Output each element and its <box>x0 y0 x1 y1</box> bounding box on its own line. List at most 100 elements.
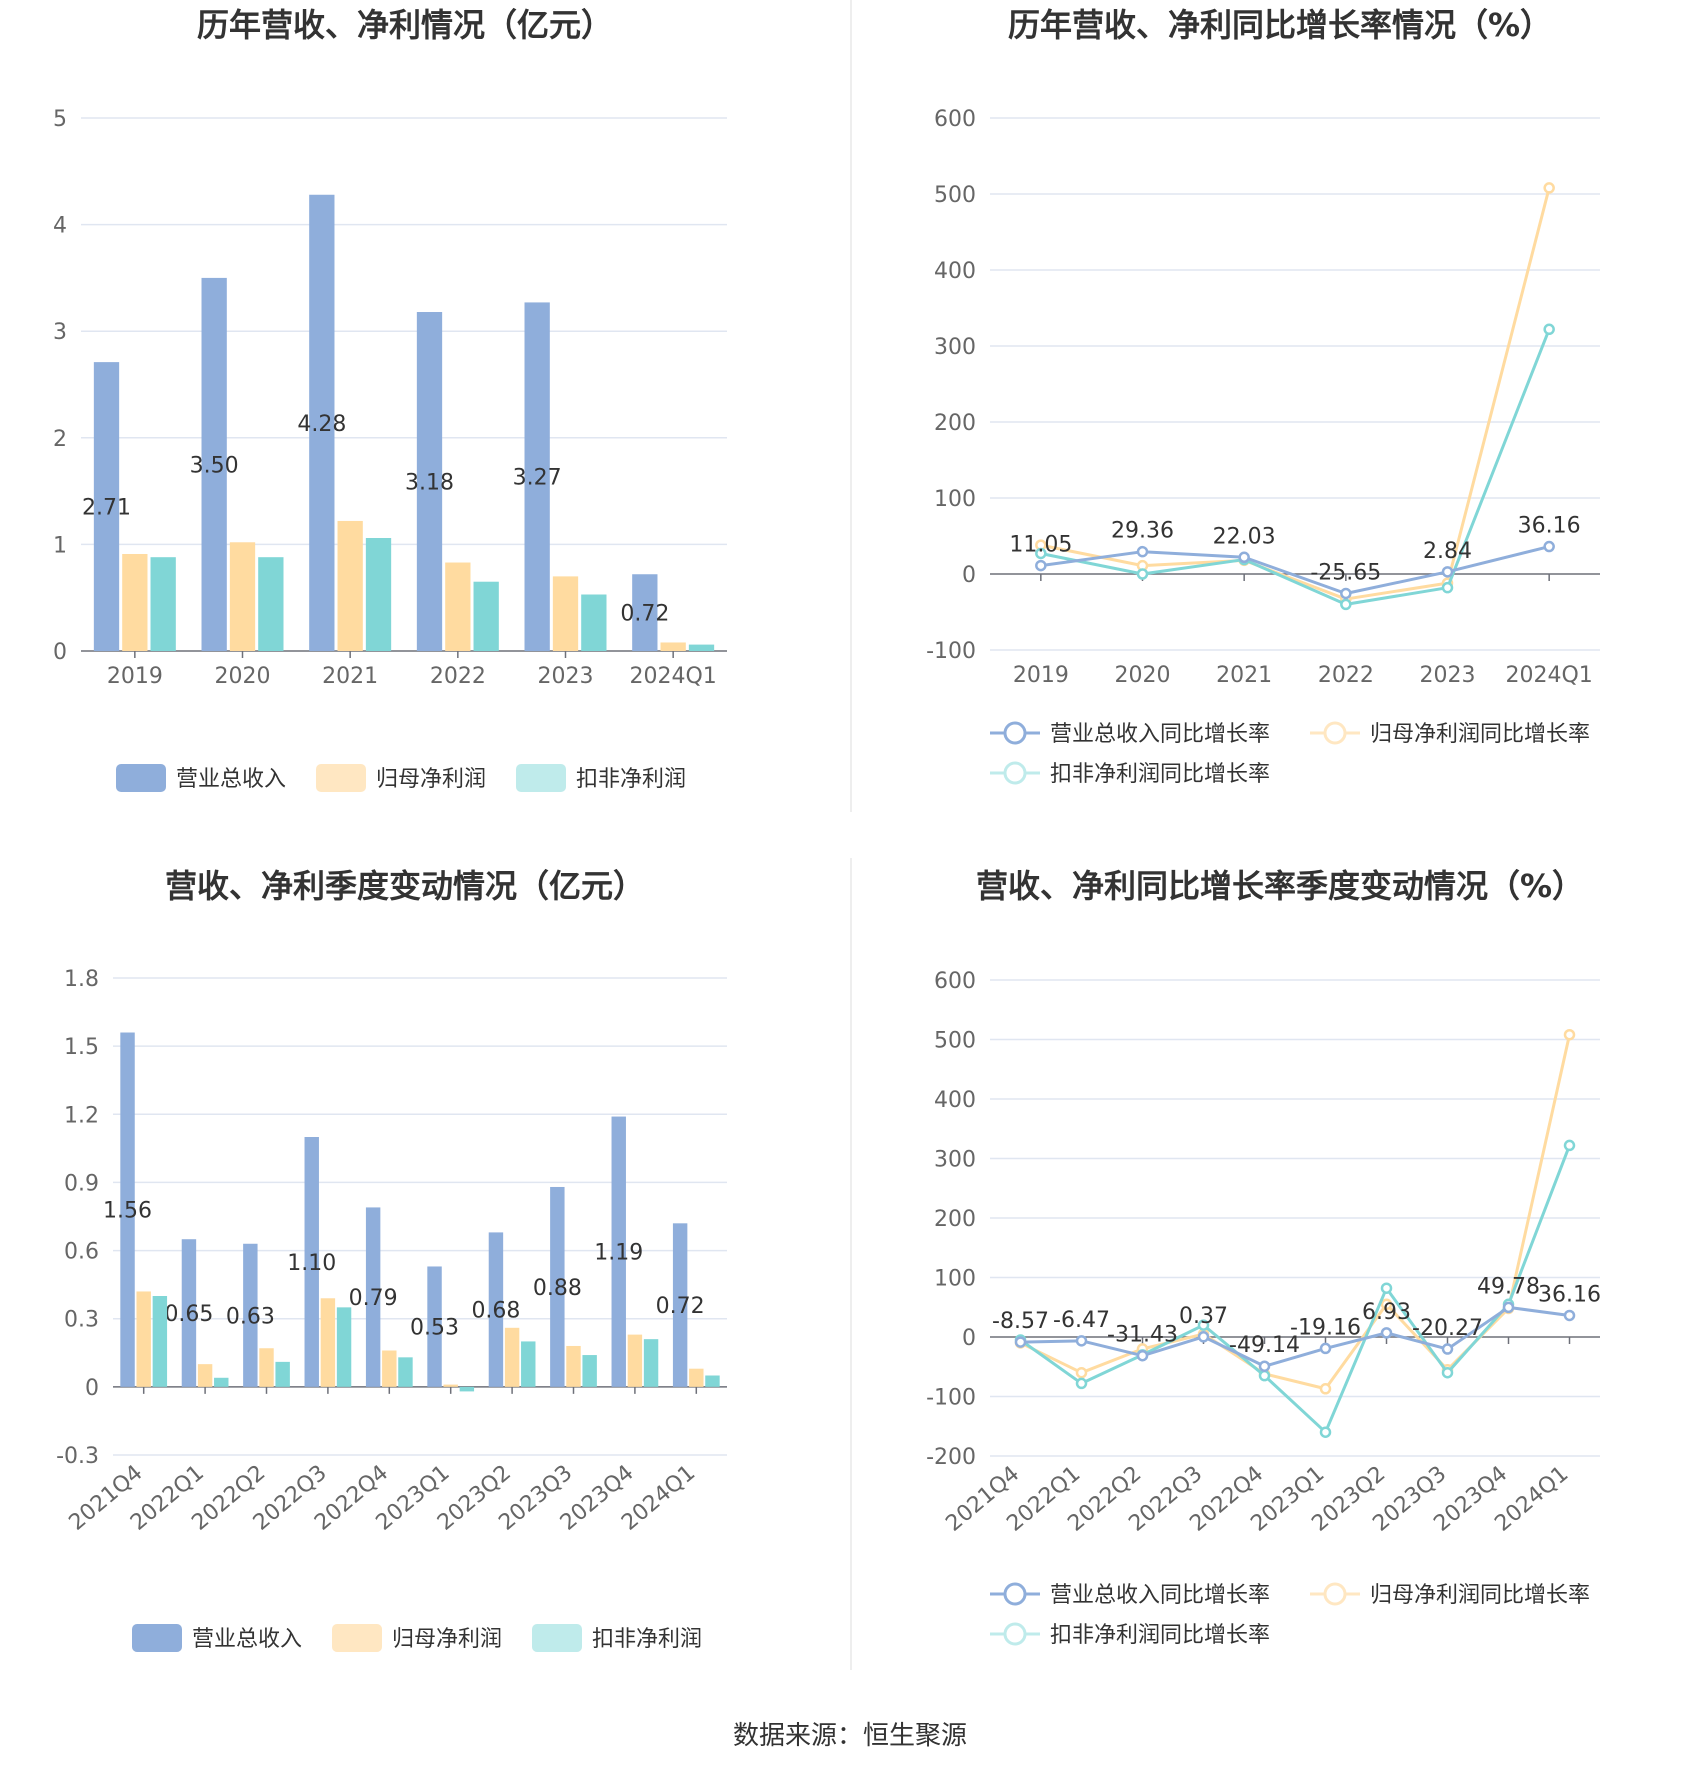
legend-marker <box>1003 1582 1027 1606</box>
series-point <box>1380 1298 1393 1311</box>
bar-value-label: 4.28 <box>297 412 346 437</box>
legend-label: 营业总收入同比增长率 <box>1050 722 1270 747</box>
legend-label: 营业总收入 <box>176 767 286 792</box>
legend-label: 归母净利润同比增长率 <box>1370 722 1590 747</box>
bar-revenue <box>427 1266 442 1387</box>
annual-growth-rate-line-chart: 历年营收、净利同比增长率情况（%） -100 0 100 200 300 400 500 600… <box>926 6 1600 787</box>
chart-title: 营收、净利季度变动情况（亿元） <box>165 867 645 905</box>
bar-net-profit <box>627 1334 643 1387</box>
bar-deducted-profit <box>705 1375 720 1387</box>
y-tick-label: 1.8 <box>64 967 99 992</box>
bar-deducted-profit <box>336 1307 352 1387</box>
line-value-label: -8.57 <box>992 1309 1049 1334</box>
y-tick-label: 0 <box>85 1376 99 1401</box>
bar-deducted-profit <box>150 557 176 651</box>
line-value-label: 2.84 <box>1423 539 1472 564</box>
y-tick-label: 4 <box>53 214 67 239</box>
y-tick-label: 200 <box>934 411 976 436</box>
y-tick-label: 1.2 <box>64 1103 99 1128</box>
bar-value-label: 0.88 <box>533 1276 582 1301</box>
y-tick-label: 2 <box>53 427 67 452</box>
series-point <box>1563 1028 1576 1041</box>
legend-marker <box>1323 721 1347 745</box>
line-value-label: -20.27 <box>1412 1316 1483 1341</box>
bar-revenue <box>611 1116 626 1387</box>
bar-deducted-profit <box>643 1339 659 1387</box>
bar-net-profit <box>504 1327 520 1387</box>
y-tick-label: 600 <box>934 107 976 132</box>
legend-label: 扣非净利润 <box>592 1627 702 1652</box>
line-value-label: -49.14 <box>1229 1333 1300 1358</box>
x-tick-label: 2021 <box>322 664 378 689</box>
series-line-revenue-growth <box>1020 1305 1570 1368</box>
bar-revenue <box>550 1186 565 1387</box>
y-tick-label: 400 <box>934 259 976 284</box>
bar-net-profit <box>566 1345 581 1387</box>
bar-deducted-profit <box>521 1341 536 1387</box>
bar-value-label: 3.27 <box>513 466 562 491</box>
series-line-deducted-profit-growth <box>1019 1144 1571 1434</box>
bar-revenue <box>416 312 443 651</box>
y-tick-label: 0.9 <box>64 1171 99 1196</box>
y-tick-label: 1 <box>53 533 67 558</box>
series-point <box>1136 545 1149 558</box>
bar-revenue <box>304 1137 319 1387</box>
line-value-label: 29.36 <box>1111 519 1174 544</box>
y-tick-label: 600 <box>934 969 976 994</box>
bar-deducted-profit <box>582 1355 597 1387</box>
line-value-label: 49.78 <box>1477 1274 1540 1299</box>
series-point <box>1035 547 1047 560</box>
bar-net-profit <box>229 542 256 651</box>
bar-value-label: 0.72 <box>620 602 669 627</box>
y-tick-label: -100 <box>926 1386 976 1411</box>
bar-deducted-profit <box>258 557 284 651</box>
series-point <box>1340 587 1352 600</box>
series-point <box>1319 1383 1332 1395</box>
bar-net-profit <box>443 1384 458 1387</box>
series-point <box>1441 566 1454 578</box>
series-point <box>1075 1366 1088 1379</box>
bar-revenue <box>672 1223 688 1387</box>
bar-value-label: 2.71 <box>82 496 131 521</box>
legend-label: 营业总收入同比增长率 <box>1050 1583 1270 1608</box>
bar-revenue <box>243 1243 258 1387</box>
legend-swatch <box>116 764 166 792</box>
bar-deducted-profit <box>688 644 715 651</box>
line-value-label: 36.16 <box>1518 514 1581 539</box>
y-tick-label: 1.5 <box>64 1035 99 1060</box>
bar-value-label: 0.72 <box>656 1294 705 1319</box>
legend-label: 扣非净利润同比增长率 <box>1050 1623 1270 1648</box>
y-tick-label: 400 <box>934 1088 976 1113</box>
series-point <box>1258 1360 1271 1372</box>
series-point <box>1543 540 1555 553</box>
quarterly-revenue-profit-bar-chart: 营收、净利季度变动情况（亿元）-0.300.30.60.91.21.51.820… <box>56 867 727 1652</box>
bar-value-label: 1.10 <box>287 1251 336 1276</box>
bar-revenue <box>93 362 120 651</box>
series-point <box>1380 1282 1393 1294</box>
bar-net-profit <box>689 1368 704 1387</box>
bar-deducted-profit <box>152 1296 168 1387</box>
y-tick-label: -0.3 <box>56 1444 99 1469</box>
bar-revenue <box>488 1232 504 1387</box>
legend-marker <box>1003 721 1027 745</box>
line-value-label: -31.43 <box>1107 1323 1178 1348</box>
legend-swatch <box>532 1624 582 1652</box>
legend-label: 归母净利润同比增长率 <box>1370 1583 1590 1608</box>
series-point <box>1035 559 1047 572</box>
bar-net-profit <box>660 642 686 651</box>
series-point <box>1441 1366 1454 1379</box>
legend-marker <box>1323 1582 1347 1606</box>
bar-net-profit <box>122 553 148 651</box>
legend-label: 归母净利润 <box>376 767 486 792</box>
series-point <box>1441 581 1454 594</box>
legend-swatch <box>332 1624 382 1652</box>
series-point <box>1543 182 1555 194</box>
y-tick-label: -100 <box>926 639 976 664</box>
bar-net-profit <box>337 520 363 651</box>
bar-value-label: 0.79 <box>349 1286 398 1311</box>
series-line-net-profit-growth <box>1040 187 1551 601</box>
legend-label: 归母净利润 <box>392 1627 502 1652</box>
series-point <box>1441 1343 1454 1355</box>
bar-deducted-profit <box>459 1386 475 1392</box>
